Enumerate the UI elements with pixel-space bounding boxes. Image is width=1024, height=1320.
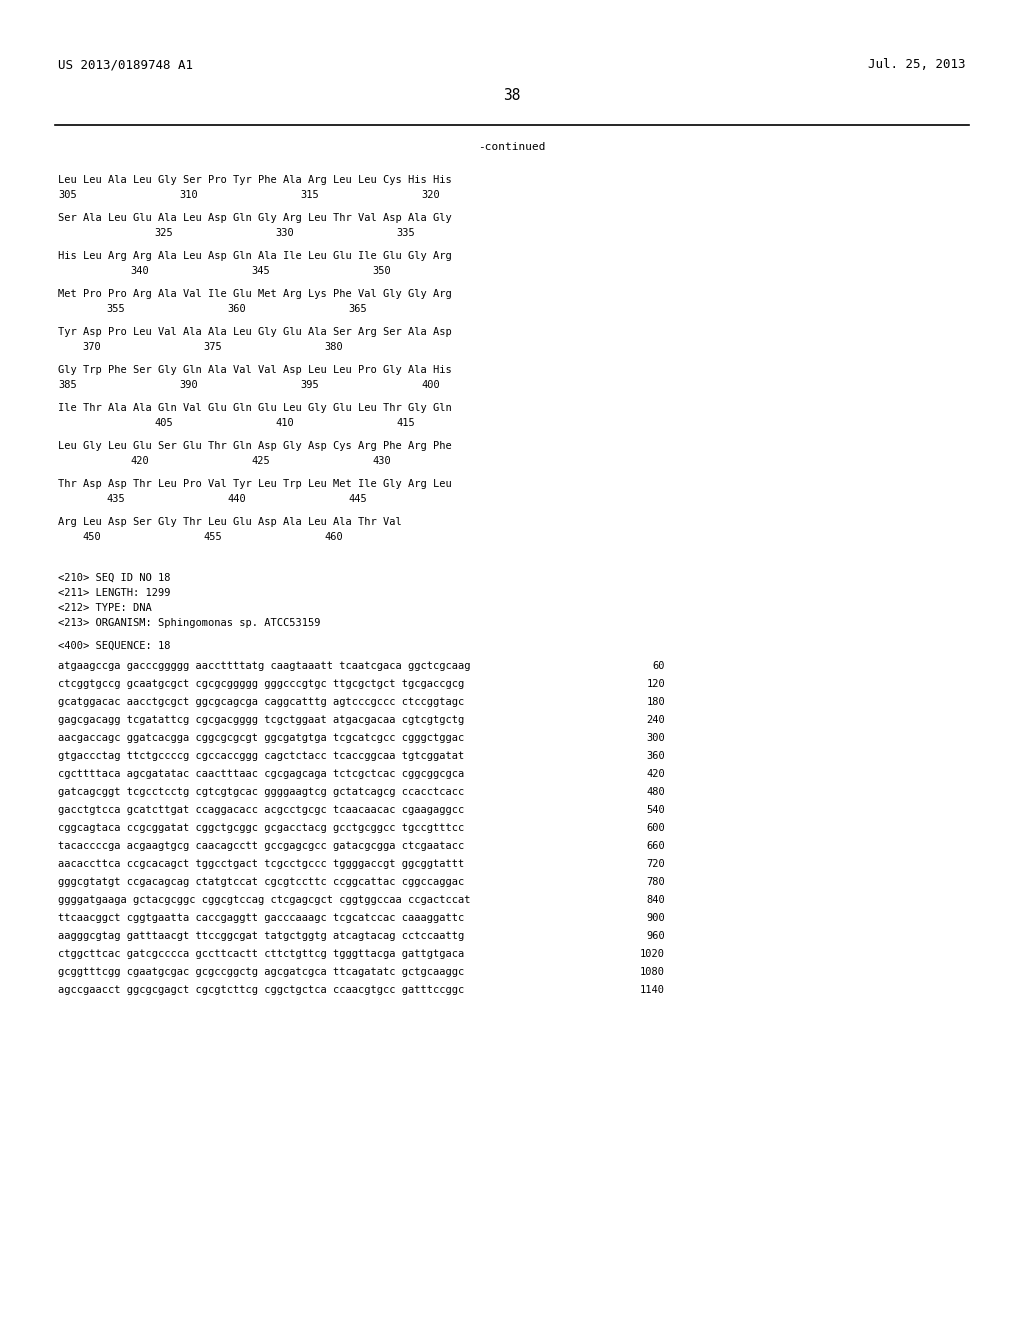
- Text: agccgaacct ggcgcgagct cgcgtcttcg cggctgctca ccaacgtgcc gatttccggc: agccgaacct ggcgcgagct cgcgtcttcg cggctgc…: [58, 985, 464, 995]
- Text: 365: 365: [348, 304, 368, 314]
- Text: 315: 315: [300, 190, 318, 201]
- Text: 120: 120: [646, 678, 665, 689]
- Text: 300: 300: [646, 733, 665, 743]
- Text: Leu Gly Leu Glu Ser Glu Thr Gln Asp Gly Asp Cys Arg Phe Arg Phe: Leu Gly Leu Glu Ser Glu Thr Gln Asp Gly …: [58, 441, 452, 451]
- Text: 425: 425: [252, 455, 270, 466]
- Text: 1140: 1140: [640, 985, 665, 995]
- Text: 325: 325: [155, 228, 173, 238]
- Text: 900: 900: [646, 913, 665, 923]
- Text: 450: 450: [82, 532, 101, 543]
- Text: 445: 445: [348, 494, 368, 504]
- Text: 360: 360: [227, 304, 246, 314]
- Text: atgaagccga gacccggggg aaccttttatg caagtaaatt tcaatcgaca ggctcgcaag: atgaagccga gacccggggg aaccttttatg caagta…: [58, 661, 470, 671]
- Text: Tyr Asp Pro Leu Val Ala Ala Leu Gly Glu Ala Ser Arg Ser Ala Asp: Tyr Asp Pro Leu Val Ala Ala Leu Gly Glu …: [58, 327, 452, 337]
- Text: 420: 420: [131, 455, 150, 466]
- Text: 335: 335: [397, 228, 416, 238]
- Text: <213> ORGANISM: Sphingomonas sp. ATCC53159: <213> ORGANISM: Sphingomonas sp. ATCC531…: [58, 618, 321, 628]
- Text: gggcgtatgt ccgacagcag ctatgtccat cgcgtccttc ccggcattac cggccaggac: gggcgtatgt ccgacagcag ctatgtccat cgcgtcc…: [58, 876, 464, 887]
- Text: 180: 180: [646, 697, 665, 708]
- Text: 240: 240: [646, 715, 665, 725]
- Text: 375: 375: [203, 342, 222, 352]
- Text: 390: 390: [179, 380, 198, 389]
- Text: 345: 345: [252, 267, 270, 276]
- Text: aacaccttca ccgcacagct tggcctgact tcgcctgccc tggggaccgt ggcggtattt: aacaccttca ccgcacagct tggcctgact tcgcctg…: [58, 859, 464, 869]
- Text: 38: 38: [503, 88, 521, 103]
- Text: Arg Leu Asp Ser Gly Thr Leu Glu Asp Ala Leu Ala Thr Val: Arg Leu Asp Ser Gly Thr Leu Glu Asp Ala …: [58, 517, 401, 527]
- Text: 1080: 1080: [640, 968, 665, 977]
- Text: 385: 385: [58, 380, 77, 389]
- Text: Gly Trp Phe Ser Gly Gln Ala Val Val Asp Leu Leu Pro Gly Ala His: Gly Trp Phe Ser Gly Gln Ala Val Val Asp …: [58, 366, 452, 375]
- Text: gatcagcggt tcgcctcctg cgtcgtgcac ggggaagtcg gctatcagcg ccacctcacc: gatcagcggt tcgcctcctg cgtcgtgcac ggggaag…: [58, 787, 464, 797]
- Text: <210> SEQ ID NO 18: <210> SEQ ID NO 18: [58, 573, 171, 583]
- Text: 780: 780: [646, 876, 665, 887]
- Text: 380: 380: [325, 342, 343, 352]
- Text: 310: 310: [179, 190, 198, 201]
- Text: 400: 400: [421, 380, 439, 389]
- Text: 350: 350: [373, 267, 391, 276]
- Text: gcggtttcgg cgaatgcgac gcgccggctg agcgatcgca ttcagatatc gctgcaaggc: gcggtttcgg cgaatgcgac gcgccggctg agcgatc…: [58, 968, 464, 977]
- Text: ggggatgaaga gctacgcggc cggcgtccag ctcgagcgct cggtggccaa ccgactccat: ggggatgaaga gctacgcggc cggcgtccag ctcgag…: [58, 895, 470, 906]
- Text: 370: 370: [82, 342, 101, 352]
- Text: US 2013/0189748 A1: US 2013/0189748 A1: [58, 58, 193, 71]
- Text: 360: 360: [646, 751, 665, 762]
- Text: cgcttttaca agcgatatac caactttaac cgcgagcaga tctcgctcac cggcggcgca: cgcttttaca agcgatatac caactttaac cgcgagc…: [58, 770, 464, 779]
- Text: 420: 420: [646, 770, 665, 779]
- Text: His Leu Arg Arg Ala Leu Asp Gln Ala Ile Leu Glu Ile Glu Gly Arg: His Leu Arg Arg Ala Leu Asp Gln Ala Ile …: [58, 251, 452, 261]
- Text: 480: 480: [646, 787, 665, 797]
- Text: aagggcgtag gatttaacgt ttccggcgat tatgctggtg atcagtacag cctccaattg: aagggcgtag gatttaacgt ttccggcgat tatgctg…: [58, 931, 464, 941]
- Text: 330: 330: [275, 228, 295, 238]
- Text: 60: 60: [652, 661, 665, 671]
- Text: ctggcttcac gatcgcccca gccttcactt cttctgttcg tgggttacga gattgtgaca: ctggcttcac gatcgcccca gccttcactt cttctgt…: [58, 949, 464, 960]
- Text: gtgaccctag ttctgccccg cgccaccggg cagctctacc tcaccggcaa tgtcggatat: gtgaccctag ttctgccccg cgccaccggg cagctct…: [58, 751, 464, 762]
- Text: 410: 410: [275, 418, 295, 428]
- Text: gagcgacagg tcgatattcg cgcgacgggg tcgctggaat atgacgacaa cgtcgtgctg: gagcgacagg tcgatattcg cgcgacgggg tcgctgg…: [58, 715, 464, 725]
- Text: aacgaccagc ggatcacgga cggcgcgcgt ggcgatgtga tcgcatcgcc cgggctggac: aacgaccagc ggatcacgga cggcgcgcgt ggcgatg…: [58, 733, 464, 743]
- Text: Jul. 25, 2013: Jul. 25, 2013: [868, 58, 966, 71]
- Text: cggcagtaca ccgcggatat cggctgcggc gcgacctacg gcctgcggcc tgccgtttcc: cggcagtaca ccgcggatat cggctgcggc gcgacct…: [58, 822, 464, 833]
- Text: 395: 395: [300, 380, 318, 389]
- Text: -continued: -continued: [478, 143, 546, 152]
- Text: 540: 540: [646, 805, 665, 814]
- Text: 340: 340: [131, 267, 150, 276]
- Text: 440: 440: [227, 494, 246, 504]
- Text: ctcggtgccg gcaatgcgct cgcgcggggg gggcccgtgc ttgcgctgct tgcgaccgcg: ctcggtgccg gcaatgcgct cgcgcggggg gggcccg…: [58, 678, 464, 689]
- Text: 660: 660: [646, 841, 665, 851]
- Text: 415: 415: [397, 418, 416, 428]
- Text: 320: 320: [421, 190, 439, 201]
- Text: <211> LENGTH: 1299: <211> LENGTH: 1299: [58, 587, 171, 598]
- Text: <212> TYPE: DNA: <212> TYPE: DNA: [58, 603, 152, 612]
- Text: 405: 405: [155, 418, 173, 428]
- Text: 600: 600: [646, 822, 665, 833]
- Text: tacaccccga acgaagtgcg caacagcctt gccgagcgcc gatacgcgga ctcgaatacc: tacaccccga acgaagtgcg caacagcctt gccgagc…: [58, 841, 464, 851]
- Text: 455: 455: [203, 532, 222, 543]
- Text: 1020: 1020: [640, 949, 665, 960]
- Text: Thr Asp Asp Thr Leu Pro Val Tyr Leu Trp Leu Met Ile Gly Arg Leu: Thr Asp Asp Thr Leu Pro Val Tyr Leu Trp …: [58, 479, 452, 488]
- Text: Ile Thr Ala Ala Gln Val Glu Gln Glu Leu Gly Glu Leu Thr Gly Gln: Ile Thr Ala Ala Gln Val Glu Gln Glu Leu …: [58, 403, 452, 413]
- Text: Met Pro Pro Arg Ala Val Ile Glu Met Arg Lys Phe Val Gly Gly Arg: Met Pro Pro Arg Ala Val Ile Glu Met Arg …: [58, 289, 452, 300]
- Text: <400> SEQUENCE: 18: <400> SEQUENCE: 18: [58, 642, 171, 651]
- Text: 460: 460: [325, 532, 343, 543]
- Text: 305: 305: [58, 190, 77, 201]
- Text: 960: 960: [646, 931, 665, 941]
- Text: ttcaacggct cggtgaatta caccgaggtt gacccaaagc tcgcatccac caaaggattc: ttcaacggct cggtgaatta caccgaggtt gacccaa…: [58, 913, 464, 923]
- Text: 720: 720: [646, 859, 665, 869]
- Text: Ser Ala Leu Glu Ala Leu Asp Gln Gly Arg Leu Thr Val Asp Ala Gly: Ser Ala Leu Glu Ala Leu Asp Gln Gly Arg …: [58, 213, 452, 223]
- Text: 840: 840: [646, 895, 665, 906]
- Text: 430: 430: [373, 455, 391, 466]
- Text: Leu Leu Ala Leu Gly Ser Pro Tyr Phe Ala Arg Leu Leu Cys His His: Leu Leu Ala Leu Gly Ser Pro Tyr Phe Ala …: [58, 176, 452, 185]
- Text: gcatggacac aacctgcgct ggcgcagcga caggcatttg agtcccgccc ctccggtagc: gcatggacac aacctgcgct ggcgcagcga caggcat…: [58, 697, 464, 708]
- Text: 355: 355: [106, 304, 125, 314]
- Text: gacctgtcca gcatcttgat ccaggacacc acgcctgcgc tcaacaacac cgaagaggcc: gacctgtcca gcatcttgat ccaggacacc acgcctg…: [58, 805, 464, 814]
- Text: 435: 435: [106, 494, 125, 504]
